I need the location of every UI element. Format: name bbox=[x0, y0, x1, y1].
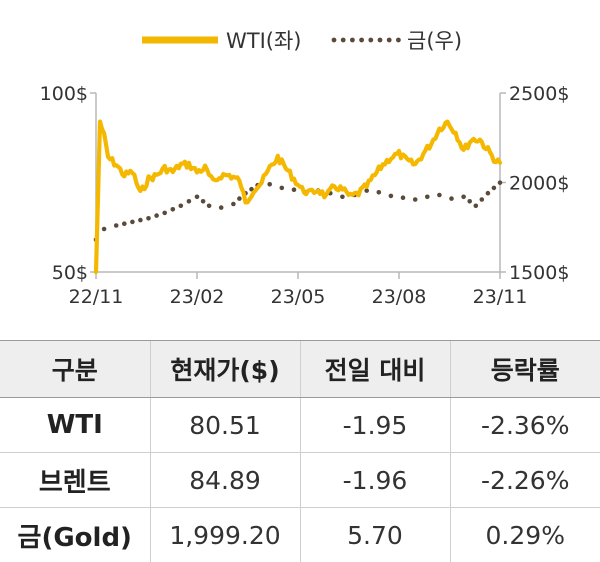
legend-gold-dot bbox=[387, 38, 392, 43]
legend-gold-label: 금(우) bbox=[407, 29, 462, 53]
gold-point bbox=[146, 216, 151, 221]
gold-point bbox=[425, 195, 430, 200]
table-row: 금(Gold) 1,999.20 5.70 0.29% bbox=[0, 508, 600, 562]
table-row: 브렌트 84.89 -1.96 -2.26% bbox=[0, 453, 600, 508]
gold-point bbox=[389, 194, 394, 199]
gold-point bbox=[231, 202, 236, 207]
row-label: 금(Gold) bbox=[0, 508, 150, 562]
gold-point bbox=[377, 190, 382, 195]
gold-point bbox=[449, 196, 454, 201]
gold-point bbox=[207, 204, 212, 209]
gold-point bbox=[467, 199, 472, 204]
row-label: 브렌트 bbox=[0, 453, 150, 508]
gold-point bbox=[340, 195, 345, 200]
legend-wti-label: WTI(좌) bbox=[226, 29, 302, 53]
header-daily-change: 전일 대비 bbox=[300, 341, 450, 398]
gold-point bbox=[413, 197, 418, 202]
gold-point bbox=[102, 227, 107, 232]
gold-point bbox=[492, 186, 497, 191]
x-tick-label: 23/08 bbox=[372, 286, 427, 308]
gold-point bbox=[162, 211, 167, 216]
gold-point bbox=[171, 207, 176, 212]
x-tick-label: 22/11 bbox=[69, 286, 124, 308]
header-change-rate: 등락률 bbox=[450, 341, 600, 398]
gold-point bbox=[437, 193, 442, 198]
x-tick-label: 23/02 bbox=[170, 286, 225, 308]
right-tick-label: 1500$ bbox=[509, 262, 569, 284]
right-tick-label: 2500$ bbox=[509, 83, 569, 105]
x-tick-label: 23/11 bbox=[473, 286, 528, 308]
gold-point bbox=[401, 195, 406, 200]
cell-price: 84.89 bbox=[150, 453, 300, 508]
axes bbox=[96, 93, 500, 272]
gold-point bbox=[292, 187, 297, 192]
legend-gold-dot bbox=[396, 38, 401, 43]
x-tick-label: 23/05 bbox=[271, 286, 326, 308]
legend: WTI(좌) 금(우) bbox=[142, 29, 462, 53]
header-current-price: 현재가($) bbox=[150, 341, 300, 398]
right-tick-label: 2000$ bbox=[509, 173, 569, 195]
price-table: 구분 현재가($) 전일 대비 등락률 WTI 80.51 -1.95 -2.3… bbox=[0, 340, 600, 562]
gold-point bbox=[201, 199, 206, 204]
cell-rate: -2.26% bbox=[450, 453, 600, 508]
legend-gold-dot bbox=[341, 38, 346, 43]
chart: WTI(좌) 금(우) 100$ 50$ 2500$ 2000$ 1500$ 22/11 2… bbox=[0, 0, 600, 320]
cell-rate: -2.36% bbox=[450, 398, 600, 453]
gold-point bbox=[114, 223, 119, 228]
legend-gold-dot bbox=[350, 38, 355, 43]
gold-point bbox=[195, 195, 200, 200]
gold-point bbox=[486, 191, 491, 196]
legend-gold-swatch bbox=[332, 38, 401, 43]
left-tick-label: 50$ bbox=[52, 262, 88, 284]
gold-point bbox=[280, 186, 285, 191]
row-label: WTI bbox=[0, 398, 150, 453]
gold-point bbox=[267, 182, 272, 187]
cell-change: -1.96 bbox=[300, 453, 450, 508]
cell-price: 80.51 bbox=[150, 398, 300, 453]
legend-gold-dot bbox=[378, 38, 383, 43]
legend-gold-dot bbox=[359, 38, 364, 43]
left-tick-label: 100$ bbox=[40, 83, 88, 105]
legend-gold-dot bbox=[332, 38, 337, 43]
gold-point bbox=[219, 205, 224, 210]
gold-point bbox=[138, 218, 143, 223]
legend-gold-dot bbox=[368, 38, 373, 43]
cell-price: 1,999.20 bbox=[150, 508, 300, 562]
table-row: WTI 80.51 -1.95 -2.36% bbox=[0, 398, 600, 453]
gold-point bbox=[154, 213, 159, 218]
gold-point bbox=[461, 195, 466, 200]
series-layer bbox=[94, 122, 503, 272]
gold-point bbox=[130, 220, 135, 225]
gold-point bbox=[179, 204, 184, 209]
table-header-row: 구분 현재가($) 전일 대비 등락률 bbox=[0, 341, 600, 398]
header-category: 구분 bbox=[0, 341, 150, 398]
gold-point bbox=[122, 221, 127, 226]
cell-change: 5.70 bbox=[300, 508, 450, 562]
gold-point bbox=[474, 204, 479, 209]
gold-point bbox=[480, 197, 485, 202]
gold-point bbox=[237, 196, 242, 201]
gold-point bbox=[187, 199, 192, 204]
cell-rate: 0.29% bbox=[450, 508, 600, 562]
gold-point bbox=[498, 180, 503, 185]
cell-change: -1.95 bbox=[300, 398, 450, 453]
